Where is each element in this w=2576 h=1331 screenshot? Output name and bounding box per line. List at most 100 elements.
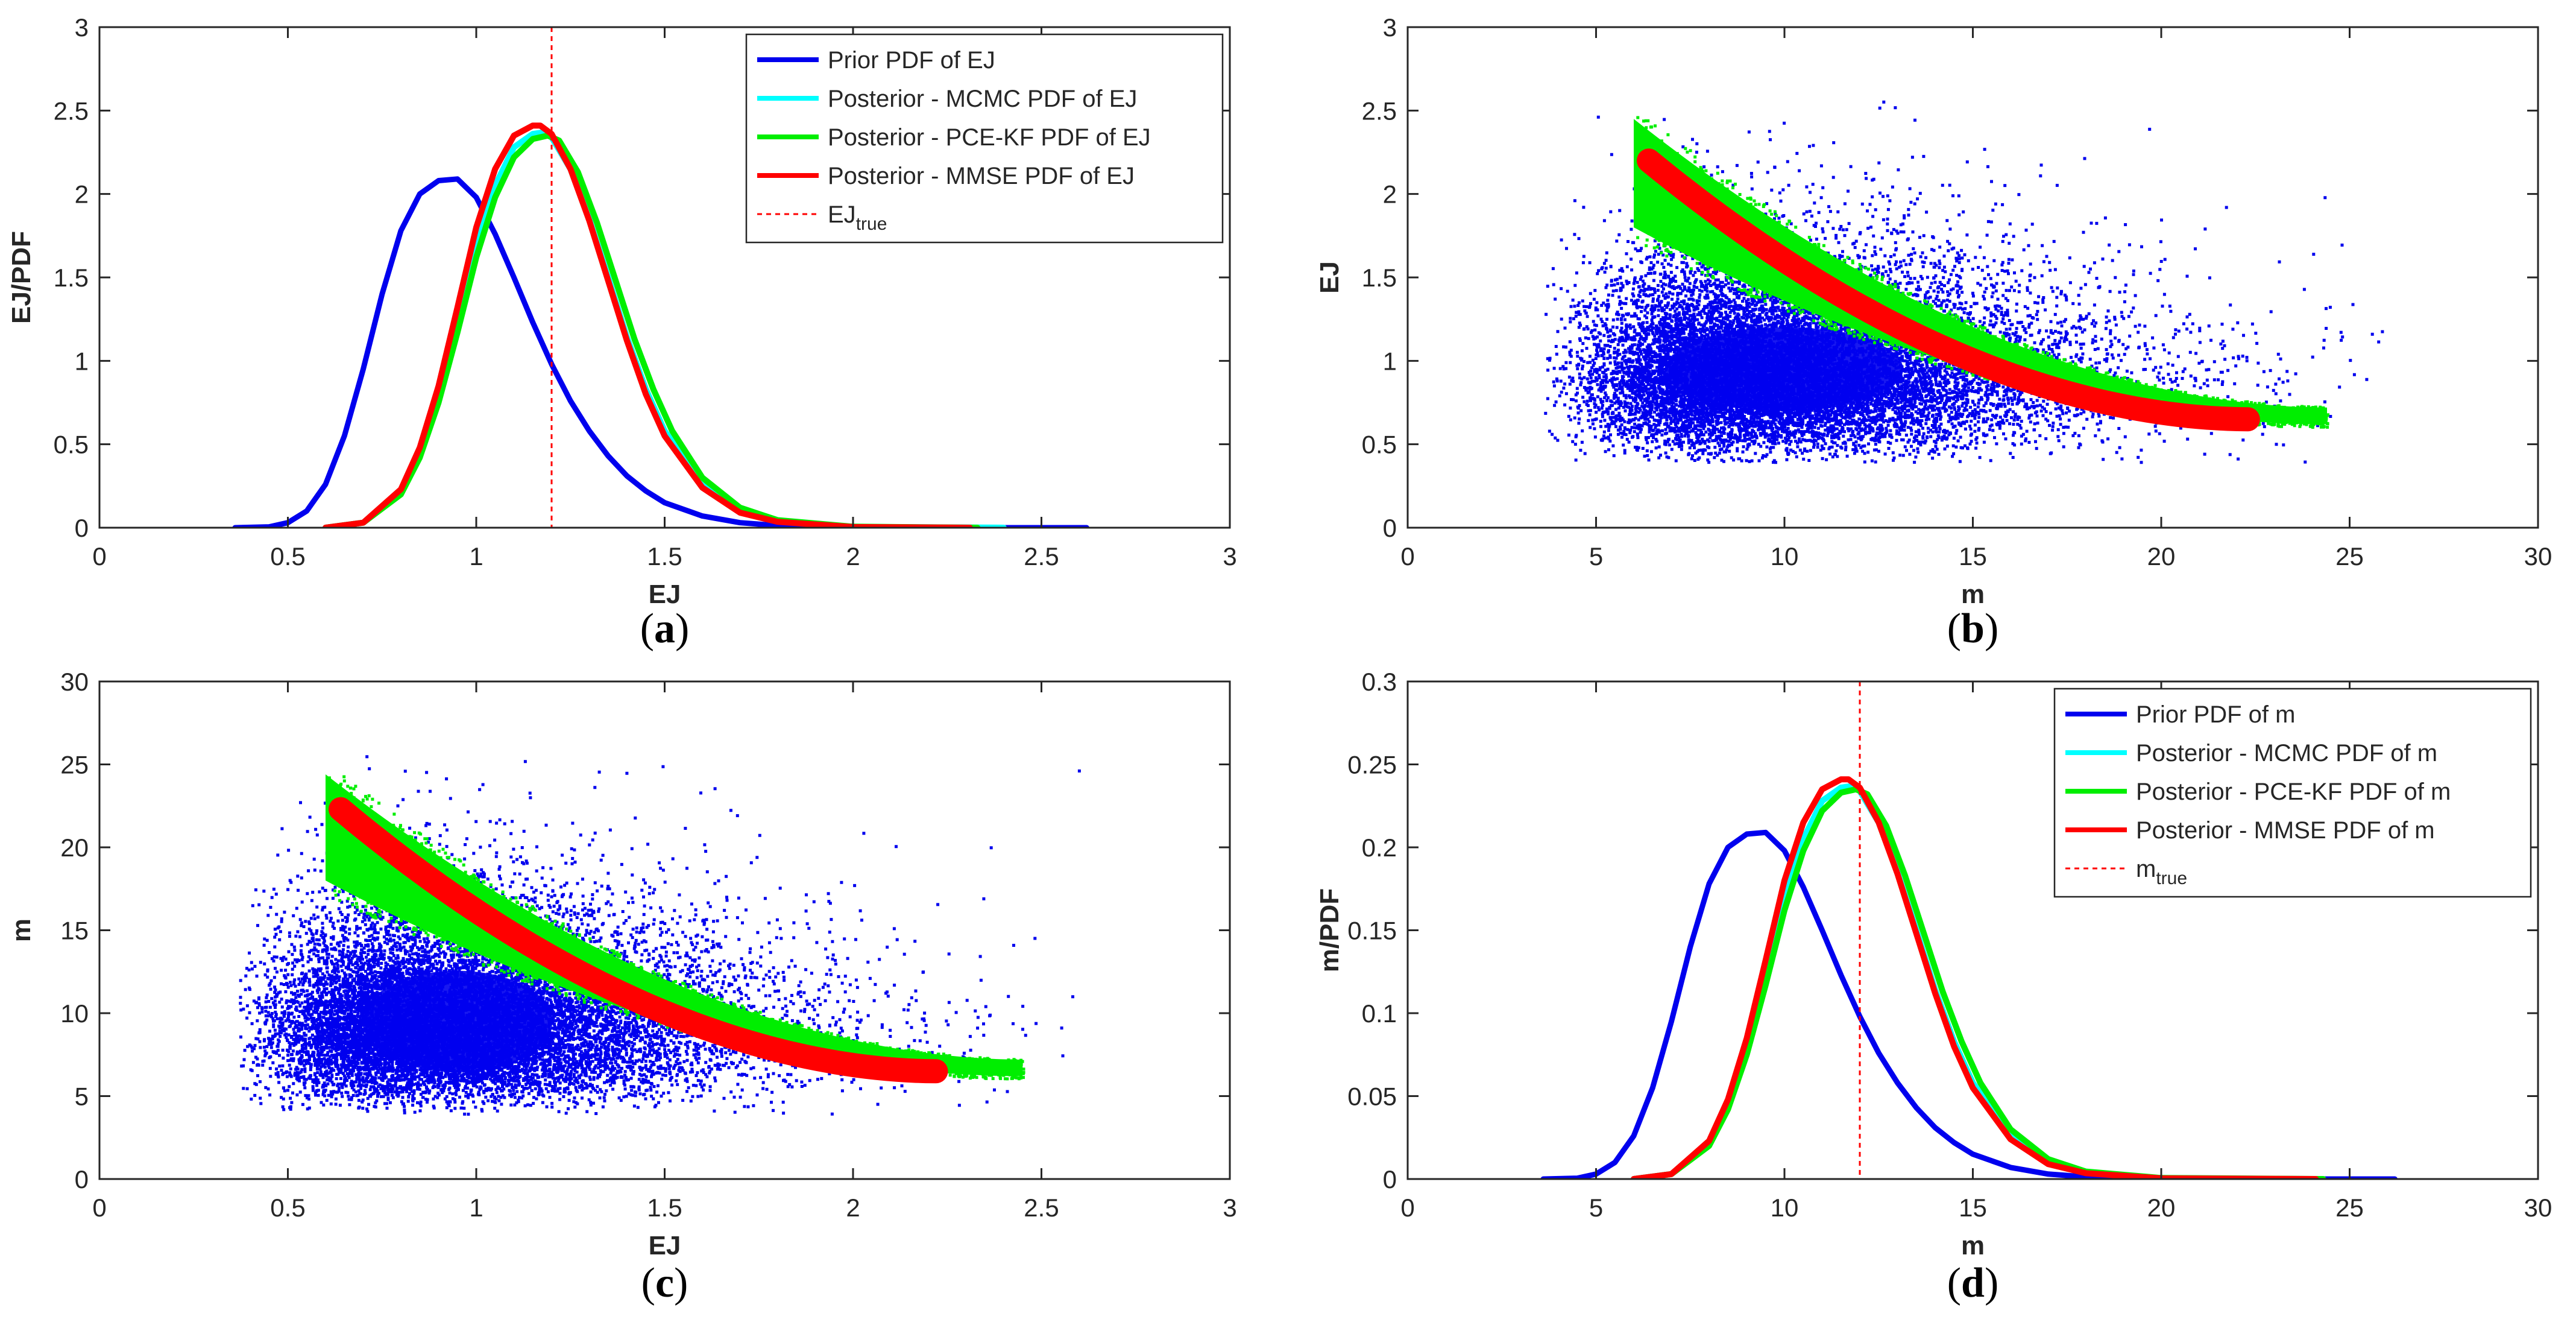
x-tick-label: 30	[2524, 542, 2552, 571]
x-axis-label: EJ	[649, 580, 681, 609]
legend-label-text: m	[2136, 856, 2156, 882]
x-tick-label: 2	[846, 1193, 860, 1222]
legend-label: Posterior - MMSE PDF of EJ	[828, 163, 1135, 189]
x-tick-label: 1	[469, 1193, 483, 1222]
y-tick-label: 2	[75, 180, 89, 209]
y-axis-label: EJ/PDF	[7, 231, 36, 324]
series-layer	[239, 755, 1081, 1116]
legend-label-text: Posterior - MCMC PDF of EJ	[828, 86, 1137, 112]
y-tick-label: 3	[75, 13, 89, 42]
x-tick-label: 20	[2147, 1193, 2176, 1222]
caption-close-paren: )	[1985, 605, 1998, 652]
y-tick-label: 10	[60, 999, 89, 1028]
x-axis-label: m	[1961, 1231, 1985, 1260]
y-tick-label: 30	[60, 668, 89, 696]
caption-open-paren: (	[1947, 605, 1961, 652]
legend-label: mtrue	[2136, 856, 2187, 888]
caption-close-paren: )	[674, 1260, 688, 1306]
x-tick-label: 20	[2147, 542, 2176, 571]
y-tick-label: 0.05	[1347, 1083, 1397, 1111]
y-axis-label: m/PDF	[1315, 888, 1344, 972]
panel-caption: (a)	[640, 605, 690, 652]
series-line-posterior-pce-kf-pdf-of-ej	[323, 132, 981, 528]
series-line-posterior-mmse-pdf-of-m	[1631, 776, 2319, 1179]
legend-label: Posterior - MCMC PDF of EJ	[828, 86, 1137, 112]
x-tick-label: 10	[1771, 1193, 1799, 1222]
legend-label: Posterior - MCMC PDF of m	[2136, 740, 2437, 767]
caption-open-paren: (	[640, 605, 654, 652]
x-tick-label: 0	[1400, 542, 1414, 571]
y-tick-label: 20	[60, 833, 89, 862]
legend: Prior PDF of m Posterior - MCMC PDF of m P…	[2053, 688, 2532, 898]
legend-label: Prior PDF of m	[2136, 701, 2295, 728]
prior-sample-core	[362, 970, 553, 1072]
caption-close-paren: )	[675, 605, 689, 652]
legend-label-text: Posterior - PCE-KF PDF of m	[2136, 779, 2451, 805]
y-tick-label: 2	[1383, 180, 1397, 209]
y-tick-label: 0.5	[54, 431, 89, 459]
x-tick-label: 2.5	[1024, 542, 1059, 571]
x-tick-label: 0.5	[270, 542, 305, 571]
y-axis-label: EJ	[1315, 261, 1344, 294]
plot-area	[1408, 27, 2538, 528]
legend-label-subscript: true	[2156, 868, 2187, 888]
y-tick-label: 2.5	[54, 96, 89, 125]
y-tick-label: 0	[75, 514, 89, 542]
y-tick-label: 0	[75, 1165, 89, 1193]
series-layer	[232, 27, 1089, 528]
plot-area	[99, 681, 1230, 1179]
caption-open-paren: (	[641, 1260, 655, 1306]
y-tick-label: 2.5	[1362, 96, 1397, 125]
panel-a: 0 0.5 1 1.5 2 2.5 3 0 0.5 1 1.5 2 2.5 3 EJ EJ/PDF Prior …	[7, 13, 1237, 652]
legend-box	[745, 33, 1224, 244]
x-tick-label: 30	[2524, 1193, 2552, 1222]
y-tick-label: 1	[75, 347, 89, 375]
legend-label-text: Posterior - MMSE PDF of m	[2136, 817, 2435, 844]
y-tick-label: 15	[60, 917, 89, 945]
legend-label-text: Posterior - PCE-KF PDF of EJ	[828, 124, 1151, 151]
series-line-posterior-mmse-pdf-of-ej	[323, 122, 973, 528]
x-tick-label: 0.5	[270, 1193, 305, 1222]
caption-letter: d	[1961, 1260, 1985, 1306]
x-tick-label: 1	[469, 542, 483, 571]
x-tick-label: 3	[1223, 1193, 1236, 1222]
x-tick-label: 10	[1771, 542, 1799, 571]
y-axis-label: m	[7, 918, 36, 942]
legend-label: Posterior - PCE-KF PDF of EJ	[828, 124, 1151, 151]
series-line-posterior-pce-kf-pdf-of-m	[1631, 786, 2326, 1179]
x-tick-label: 15	[1959, 1193, 1987, 1222]
series-line-prior-pdf-of-ej	[232, 176, 1089, 528]
y-tick-label: 25	[60, 751, 89, 779]
y-tick-label: 0.3	[1362, 668, 1397, 696]
x-tick-label: 25	[2335, 1193, 2364, 1222]
x-axis-label: EJ	[649, 1231, 681, 1260]
caption-letter: a	[654, 605, 675, 652]
y-tick-label: 1.5	[54, 264, 89, 292]
legend-label-subscript: true	[856, 214, 887, 234]
y-tick-label: 0.2	[1362, 833, 1397, 862]
legend-label-text: Posterior - MMSE PDF of EJ	[828, 163, 1135, 189]
panel-d: 0 5 10 15 20 25 30 0 0.05 0.1 0.15 0.2 0.25 0.3 m m/PDF…	[1315, 668, 2552, 1306]
x-tick-label: 15	[1959, 542, 1987, 571]
prior-sample-core	[1666, 327, 1903, 411]
x-tick-label: 2	[846, 542, 860, 571]
caption-letter: c	[655, 1260, 674, 1306]
legend-label: Posterior - MMSE PDF of m	[2136, 817, 2435, 844]
mmse-sample-curve	[1637, 148, 2260, 432]
x-tick-label: 1.5	[647, 1193, 682, 1222]
y-tick-label: 0	[1383, 514, 1397, 542]
series-layer	[1540, 681, 2398, 1179]
series-line-prior-pdf-of-m	[1540, 829, 2398, 1179]
caption-close-paren: )	[1985, 1260, 1998, 1306]
y-tick-label: 0	[1383, 1165, 1397, 1193]
x-tick-label: 5	[1589, 542, 1603, 571]
x-tick-label: 0	[1400, 1193, 1414, 1222]
x-tick-label: 25	[2335, 542, 2364, 571]
legend-label: Posterior - PCE-KF PDF of m	[2136, 779, 2451, 805]
panel-caption: (c)	[641, 1260, 688, 1306]
mmse-sample-curve	[329, 797, 948, 1084]
legend-label-text: Posterior - MCMC PDF of m	[2136, 740, 2437, 767]
